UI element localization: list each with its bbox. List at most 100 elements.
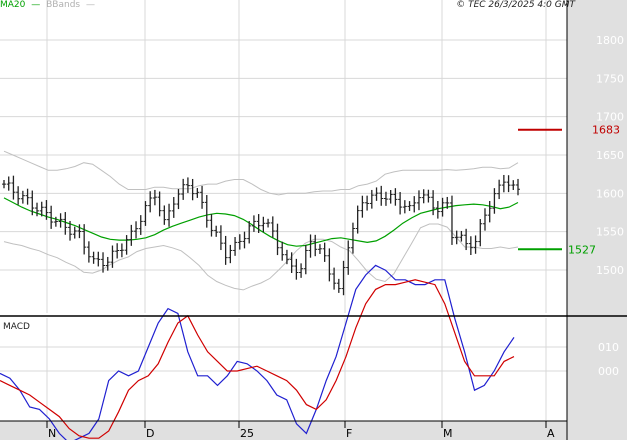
price-bars-layer (2, 174, 520, 296)
price-bar (445, 196, 450, 209)
price-tick-label: 1550 (596, 226, 624, 239)
price-bar (152, 189, 157, 206)
price-bar (449, 195, 454, 245)
price-bar (379, 185, 384, 206)
price-bar (30, 190, 35, 216)
price-bar (242, 231, 247, 249)
price-bar (218, 225, 223, 251)
price-bar (284, 249, 289, 265)
price-bar (53, 216, 58, 227)
price-bar (412, 196, 417, 213)
price-bar (68, 220, 73, 241)
price-bar (256, 214, 261, 234)
price-bar (16, 186, 21, 205)
price-bar (365, 195, 370, 211)
price-bar (303, 244, 308, 275)
price-bar (162, 205, 167, 225)
signal-line (0, 279, 515, 439)
price-bar (110, 245, 115, 268)
macd-layer (0, 264, 515, 440)
price-bar (270, 216, 275, 238)
price-bar (233, 237, 238, 256)
price-bar (299, 263, 304, 278)
price-bar (101, 252, 106, 273)
bband-lower-line (3, 223, 519, 291)
price-bar (322, 242, 327, 262)
price-bar (407, 201, 412, 211)
price-bar (204, 195, 209, 228)
price-bar (86, 241, 91, 263)
price-bar (497, 179, 502, 200)
support-level-label: 1527 (568, 243, 596, 256)
price-bar (388, 189, 393, 204)
price-bar (190, 178, 195, 201)
price-bar (402, 200, 407, 214)
price-bar (63, 212, 68, 235)
price-bar (393, 188, 398, 206)
price-bar (317, 244, 322, 254)
price-bar (20, 190, 25, 204)
price-bar (431, 190, 436, 216)
ma20-layer (3, 197, 519, 247)
price-bar (421, 189, 426, 204)
month-label: N (48, 427, 56, 440)
bband-upper-line (3, 150, 519, 196)
price-bar (454, 230, 459, 245)
price-bar (11, 175, 16, 200)
price-bar (501, 174, 506, 193)
price-bar (134, 221, 139, 239)
price-bar (200, 185, 205, 209)
price-bar (482, 208, 487, 231)
price-bar (25, 188, 30, 205)
price-bar (138, 215, 143, 235)
price-bar (398, 192, 403, 215)
price-bar (341, 260, 346, 296)
price-bar (6, 176, 11, 191)
price-bar (82, 224, 87, 255)
price-bar (416, 190, 421, 211)
price-bar (473, 235, 478, 254)
price-bar (119, 243, 124, 258)
price-bar (355, 205, 360, 234)
macd-tick-label: 000 (598, 365, 619, 378)
price-bar (360, 195, 365, 218)
price-bar (223, 235, 228, 265)
price-bar (459, 230, 464, 242)
price-bar (237, 234, 242, 250)
price-bar (167, 203, 172, 227)
price-bar (39, 201, 44, 217)
price-bar (350, 222, 355, 254)
price-bar (346, 240, 351, 275)
price-bar (435, 200, 440, 219)
price-bar (492, 188, 497, 214)
price-bar (115, 243, 120, 259)
price-bar (266, 218, 271, 228)
month-label: M (443, 427, 453, 440)
price-bar (313, 234, 318, 257)
price-bar (468, 236, 473, 256)
price-bar (185, 177, 190, 193)
price-bar (369, 189, 374, 209)
price-bar (91, 251, 96, 264)
price-bar (129, 224, 134, 246)
price-bar (332, 267, 337, 290)
bbands-layer (3, 150, 519, 291)
price-bar (506, 175, 511, 193)
price-bar (58, 213, 63, 228)
price-bar (516, 178, 520, 196)
price-bar (426, 189, 431, 203)
price-bar (280, 241, 285, 261)
ma20-line (3, 197, 519, 247)
price-bar (327, 248, 332, 282)
price-tick-label: 1700 (596, 111, 624, 124)
price-bar (214, 225, 219, 237)
price-bar (440, 197, 445, 217)
legend-ma20: MA20 (0, 0, 26, 10)
price-bar (511, 180, 516, 190)
month-label: F (346, 427, 352, 440)
price-bar (2, 179, 6, 189)
